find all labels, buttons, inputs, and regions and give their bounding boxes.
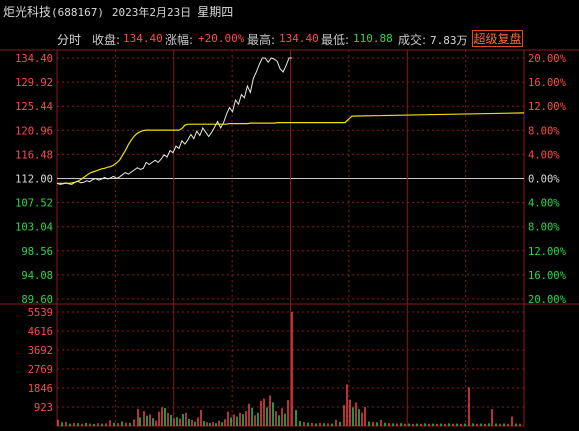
pct-tick-label: 4.00%: [528, 198, 560, 210]
volume-tick-label: 3692: [28, 345, 53, 357]
high-value: 134.40: [279, 32, 319, 45]
pct-tick-label: 12.00%: [528, 101, 567, 113]
volume-tick-label: 2769: [28, 364, 53, 376]
stock-title: 炬光科技(688167) 2023年2月23日 星期四: [3, 2, 233, 22]
weekday: 星期四: [197, 5, 234, 19]
price-tick-label: 120.96: [15, 125, 53, 137]
stock-code: (688167): [51, 6, 104, 19]
axis-ticks: 134.40 20.00% 129.92 16.00% 125.44 12.00% 120.…: [15, 53, 567, 414]
pct-tick-label: 0.00%: [528, 174, 560, 186]
pct-tick-label: 16.00%: [528, 77, 567, 89]
change-label: 涨幅:: [165, 33, 194, 47]
price-tick-label: 129.92: [15, 77, 53, 89]
price-tick-label: 107.52: [15, 198, 53, 210]
volume-label: 成交:: [398, 33, 427, 47]
pct-tick-label: 20.00%: [528, 53, 567, 65]
price-tick-label: 134.40: [15, 53, 53, 65]
price-lines: [56, 57, 525, 185]
price-tick-label: 125.44: [15, 101, 53, 113]
price-tick-label: 94.08: [21, 270, 53, 282]
pct-tick-label: 20.00%: [528, 294, 567, 306]
mode-label: 分时: [57, 33, 82, 47]
price-tick-label: 103.04: [15, 222, 53, 234]
volume-tick-label: 5539: [28, 307, 53, 319]
price-line: [56, 57, 292, 185]
low-value: 110.88: [353, 32, 393, 45]
pct-tick-label: 4.00%: [528, 149, 560, 161]
price-tick-label: 116.48: [15, 149, 53, 161]
quote-info-bar: 分时 收盘: 134.40 涨幅: +20.00% 最高: 134.40 最低:…: [0, 29, 579, 49]
avg-price-line: [57, 121, 292, 184]
close-value: 134.40: [123, 32, 163, 45]
chart-grid: [0, 49, 579, 427]
change-value: +20.00%: [198, 32, 245, 45]
price-tick-label: 98.56: [21, 246, 53, 258]
volume-value: 7.83万: [430, 34, 468, 47]
stock-name: 炬光科技: [3, 5, 52, 19]
trade-date: 2023年2月23日: [111, 6, 192, 19]
volume-tick-label: 923: [34, 402, 53, 414]
pct-tick-label: 16.00%: [528, 270, 567, 282]
volume-tick-label: 4616: [28, 326, 53, 338]
volume-bars: [57, 312, 521, 426]
price-tick-label: 89.60: [21, 294, 53, 306]
volume-tick-label: 1846: [28, 383, 53, 395]
pct-tick-label: 12.00%: [528, 246, 567, 258]
super-replay-button[interactable]: 超级复盘: [472, 30, 523, 47]
price-tick-label: 112.00: [15, 174, 53, 186]
close-label: 收盘:: [92, 33, 121, 47]
low-label: 最低:: [321, 33, 350, 47]
pct-tick-label: 8.00%: [528, 222, 560, 234]
avg-price-line-tail: [292, 112, 525, 124]
pct-tick-label: 8.00%: [528, 125, 560, 137]
high-label: 最高:: [247, 33, 276, 47]
